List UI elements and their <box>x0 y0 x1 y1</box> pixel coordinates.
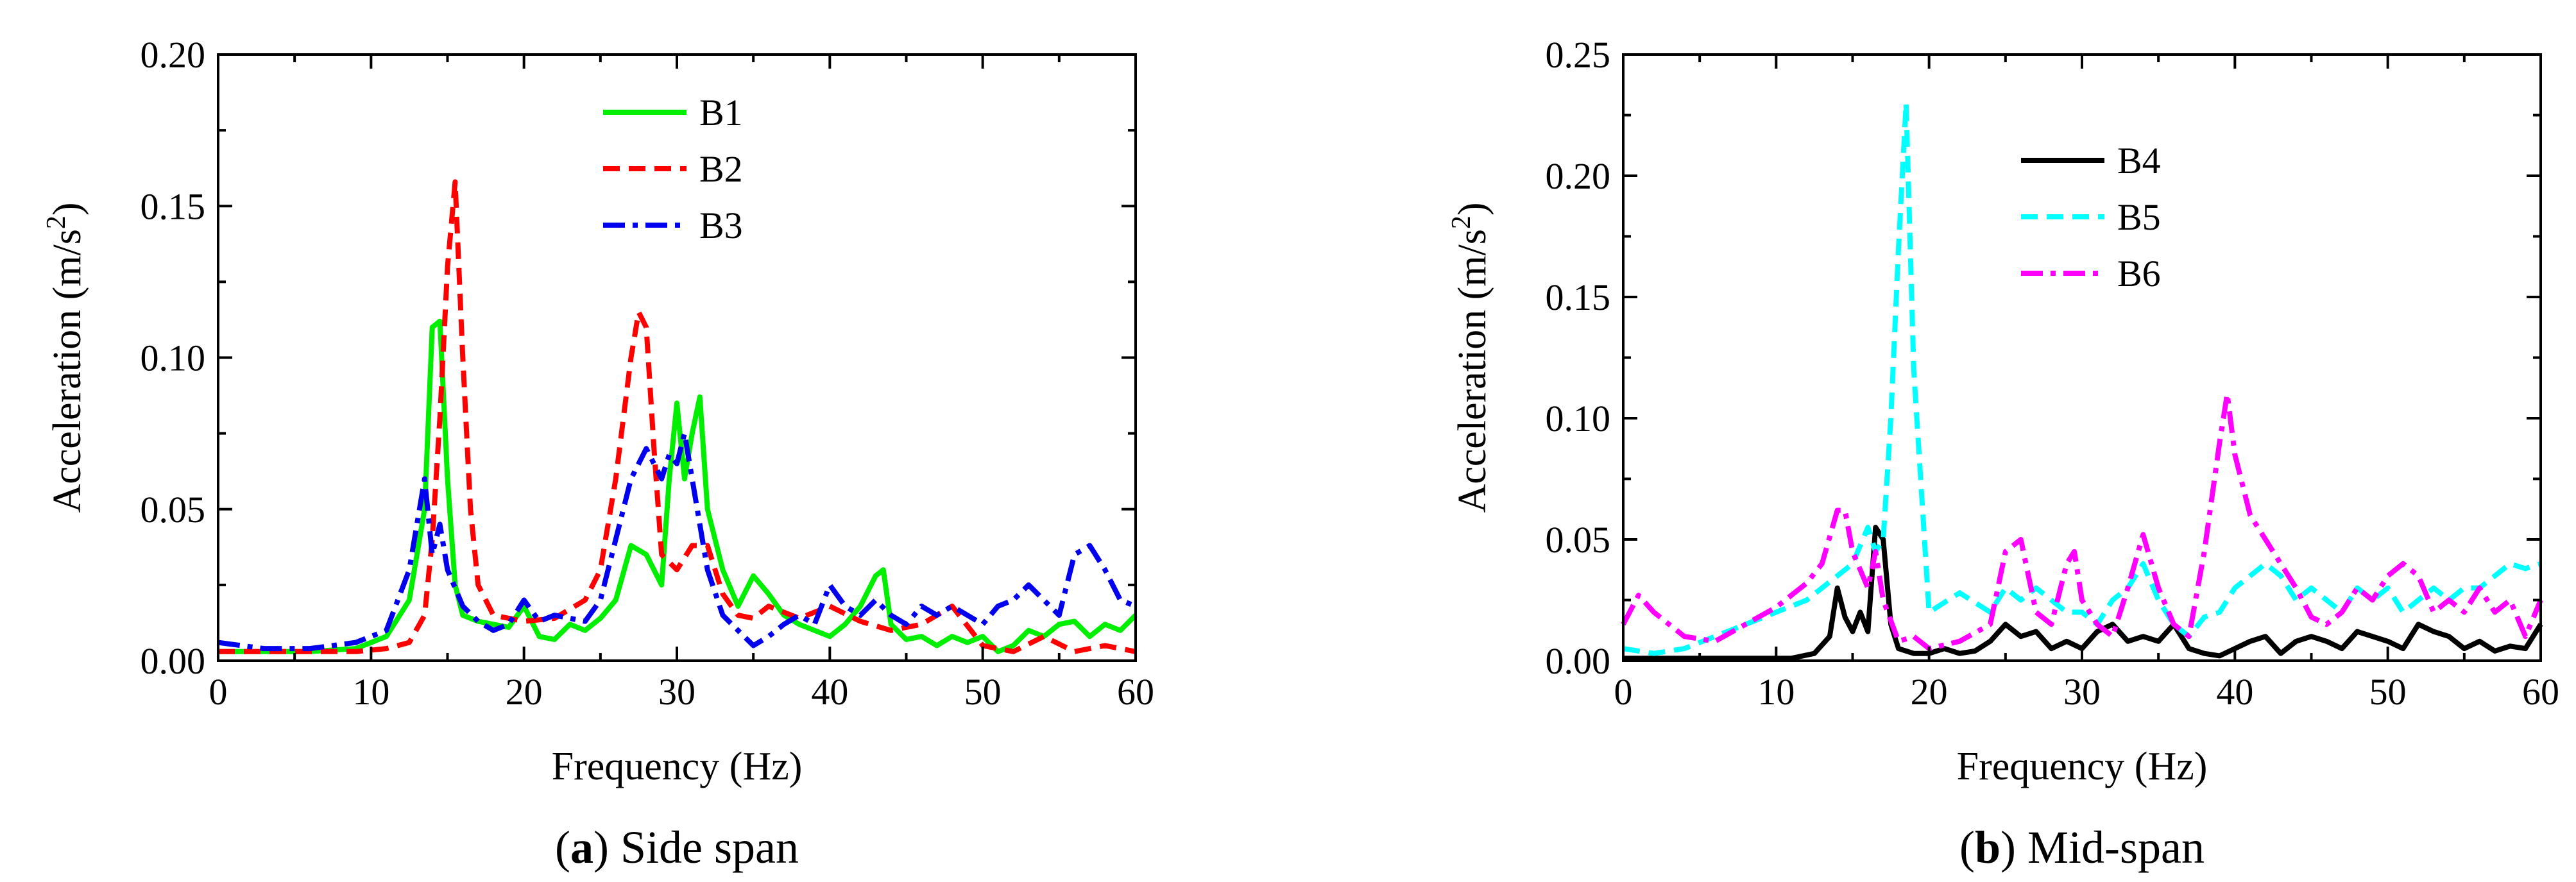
panel-b-mid-span: 0 10 20 30 40 50 60 0.00 0.05 0.10 0.15 0.20 0.25 Fre… <box>1447 34 2559 873</box>
x-axis-title: Frequency (Hz) <box>552 745 803 788</box>
panel-caption: (a) Side span <box>555 822 799 873</box>
y-axis-title-superscript: 2 <box>1447 216 1476 229</box>
series-line-b4 <box>1623 525 2543 661</box>
caption-text: Mid-span <box>2016 822 2205 873</box>
legend-label-b2: B2 <box>699 148 743 190</box>
legend-label-b6: B6 <box>2117 253 2161 294</box>
y-tick-label: 0.10 <box>141 337 206 379</box>
x-tick-label: 40 <box>2216 671 2253 713</box>
y-tick-label: 0.05 <box>141 489 206 530</box>
y-axis-title: Acceleration (m/s2) <box>42 202 89 513</box>
y-tick-label: 0.05 <box>1546 519 1611 561</box>
y-tick-label: 0.00 <box>141 640 206 682</box>
caption-paren-open: ( <box>1959 822 1975 873</box>
series-line-b1 <box>218 318 1138 654</box>
x-tick-label: 20 <box>1911 671 1948 713</box>
y-tick-label: 0.10 <box>1546 398 1611 439</box>
legend-label-b4: B4 <box>2117 140 2161 182</box>
x-tick-label: 40 <box>811 671 848 713</box>
caption-letter: b <box>1975 822 2000 873</box>
x-axis-title: Frequency (Hz) <box>1957 745 2208 788</box>
panel-a-side-span: 0 10 20 30 40 50 60 0.00 0.05 0.10 0.15 0.20 Frequen… <box>42 34 1154 873</box>
series-line-b5 <box>1623 100 2542 656</box>
y-tick-label: 0.15 <box>1546 276 1611 318</box>
legend: B4 B5 B6 <box>2021 140 2161 294</box>
legend-label-b1: B1 <box>699 92 743 133</box>
caption-paren-open: ( <box>555 822 570 873</box>
caption-paren-close: ) <box>593 822 609 873</box>
legend-label-b5: B5 <box>2117 196 2161 238</box>
x-tick-label: 30 <box>658 671 695 713</box>
panel-caption: (b) Mid-span <box>1959 822 2205 873</box>
plot-frame <box>1622 53 2542 662</box>
y-tick-label: 0.25 <box>1546 34 1611 76</box>
y-tick-label: 0.00 <box>1546 640 1611 682</box>
legend: B1 B2 B3 <box>603 92 743 246</box>
x-tick-label: 50 <box>964 671 1002 713</box>
y-tick-label: 0.20 <box>141 34 206 76</box>
caption-paren-close: ) <box>2000 822 2016 873</box>
x-tick-label: 30 <box>2063 671 2101 713</box>
legend-label-b3: B3 <box>699 205 743 246</box>
x-tick-label: 10 <box>1757 671 1795 713</box>
series-line-b3 <box>218 430 1137 652</box>
y-tick-label: 0.20 <box>1546 155 1611 197</box>
y-axis-title-main: Acceleration (m/s <box>46 229 89 513</box>
y-axis-title-close: ) <box>1451 202 1494 216</box>
y-tick-label: 0.15 <box>141 185 206 227</box>
y-axis-title: Acceleration (m/s2) <box>1447 202 1494 513</box>
caption-letter: a <box>570 822 593 873</box>
x-tick-label: 10 <box>352 671 389 713</box>
y-axis-title-close: ) <box>46 202 89 216</box>
y-axis-title-superscript: 2 <box>42 216 71 229</box>
y-axis-title-main: Acceleration (m/s <box>1451 229 1494 513</box>
x-tick-label: 20 <box>506 671 543 713</box>
series-line-b2 <box>218 179 1136 654</box>
x-tick-label: 0 <box>209 671 228 713</box>
x-tick-label: 60 <box>1117 671 1154 713</box>
x-tick-label: 50 <box>2369 671 2407 713</box>
caption-text: Side span <box>609 822 799 873</box>
x-tick-label: 60 <box>2522 671 2559 713</box>
series-line-b6 <box>1621 391 2543 652</box>
x-tick-label: 0 <box>1614 671 1633 713</box>
